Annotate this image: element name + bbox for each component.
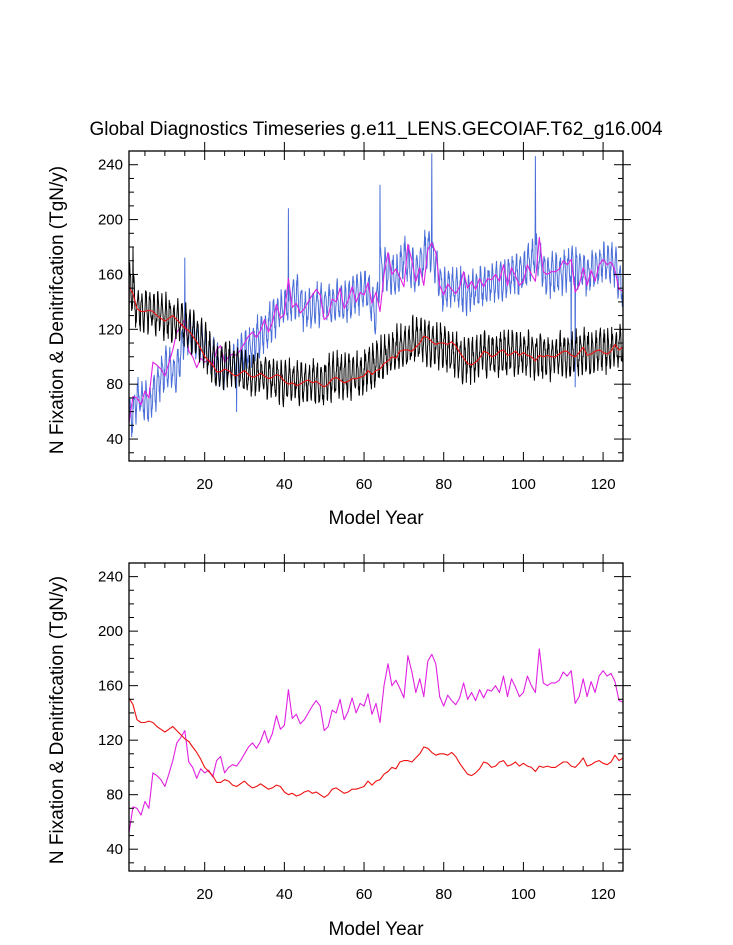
top-plot-area (129, 153, 623, 438)
top-x-tick-label: 100 (511, 476, 536, 493)
bottom-y-tick-label: 160 (98, 678, 123, 695)
top-panel: Global Diagnostics Timeseries g.e11_LENS… (47, 119, 663, 529)
bottom-x-tick-label: 60 (356, 886, 373, 903)
bottom-y-tick-label: 80 (106, 787, 123, 804)
top-x-tick-label: 80 (435, 476, 452, 493)
bottom-y-tick-label: 120 (98, 732, 123, 749)
chart-title: Global Diagnostics Timeseries g.e11_LENS… (89, 119, 663, 140)
top-x-tick-label: 120 (591, 476, 616, 493)
bottom-y-tick-label: 40 (106, 841, 123, 858)
bottom-plot-area (129, 648, 623, 833)
bottom-panel: 20 40 60 80 100 120 40 80 120 160 200 240 Model Yea… (47, 554, 631, 940)
bottom-y-tick-label: 200 (98, 623, 123, 640)
bottom-plot-frame (128, 562, 624, 872)
top-x-tick-label: 20 (196, 476, 213, 493)
top-y-tick-label: 120 (98, 321, 123, 338)
top-series-layer (129, 153, 623, 438)
top-y-tick-label: 240 (98, 157, 123, 174)
top-x-tick-label: 60 (356, 476, 373, 493)
top-series-n-fixation-monthly (129, 153, 623, 438)
top-x-axis-label: Model Year (328, 508, 424, 529)
bottom-x-tick-label: 100 (511, 886, 536, 903)
bottom-x-tick-label: 120 (591, 886, 616, 903)
bottom-y-tick-label: 240 (98, 569, 123, 586)
top-plot-frame (128, 150, 624, 462)
bottom-series-denitrification-annual-mean (129, 697, 623, 798)
bottom-axes-layer: 20 40 60 80 100 120 40 80 120 160 200 240 (98, 554, 631, 903)
bottom-x-axis-label: Model Year (328, 919, 424, 940)
top-y-tick-label: 200 (98, 212, 123, 229)
top-y-axis-label: N Fixation & Denitrifcation (TgN/y) (47, 166, 68, 454)
bottom-x-tick-label: 40 (276, 886, 293, 903)
top-series-denitrification-monthly (129, 246, 623, 408)
top-axes-layer: 20 40 60 80 100 120 40 80 120 160 200 240 (98, 142, 631, 493)
top-y-tick-label: 160 (98, 266, 123, 283)
top-series-denitrification-annual-mean (129, 286, 623, 388)
top-y-tick-label: 80 (106, 376, 123, 393)
bottom-y-axis-label: N Fixation & Denitrifcation (TgN/y) (47, 576, 68, 864)
bottom-series-layer (129, 648, 623, 833)
bottom-x-tick-label: 20 (196, 886, 213, 903)
top-y-tick-label: 40 (106, 431, 123, 448)
bottom-x-tick-label: 80 (435, 886, 452, 903)
top-x-tick-label: 40 (276, 476, 293, 493)
bottom-series-n-fixation-annual-mean (129, 648, 623, 833)
